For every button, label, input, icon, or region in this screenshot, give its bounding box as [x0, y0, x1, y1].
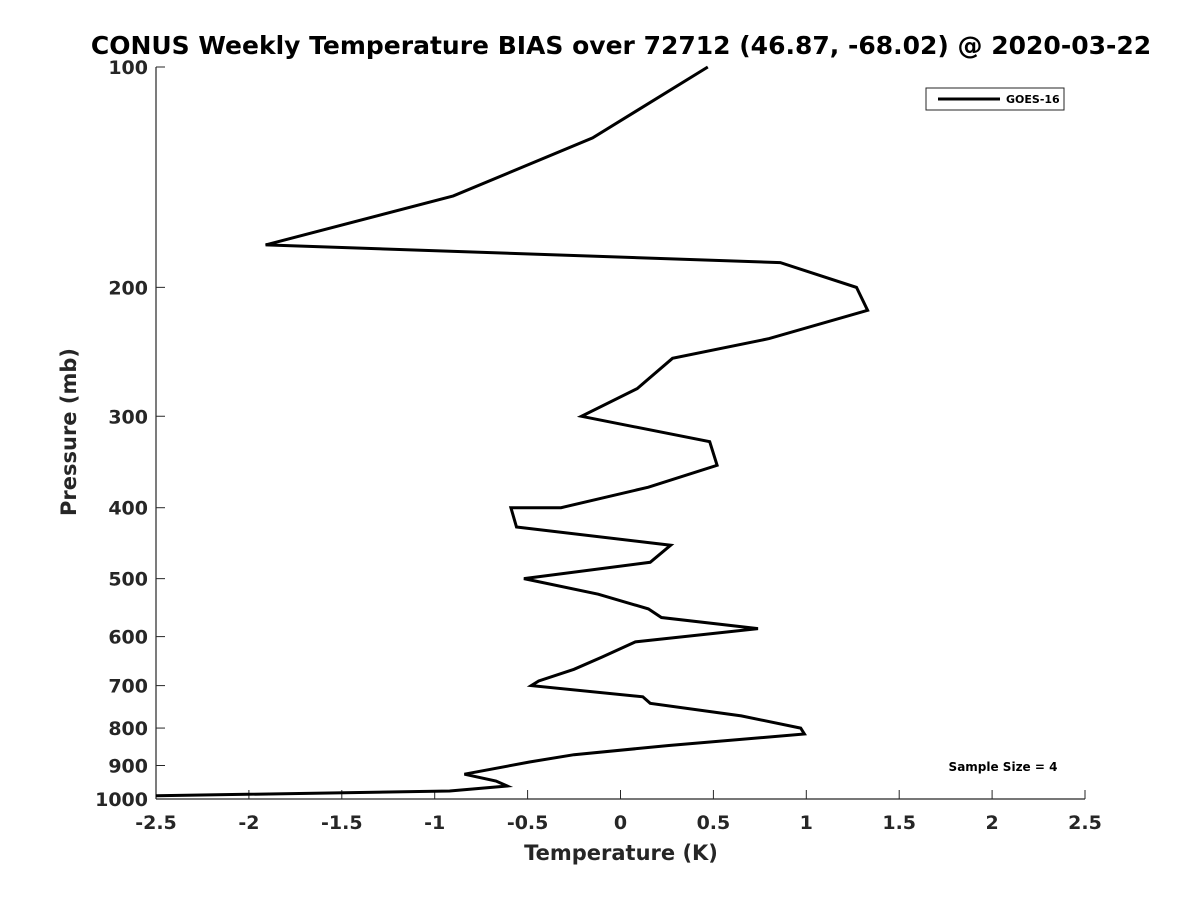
y-tick-label: 800 — [108, 718, 148, 740]
y-tick-label: 1000 — [95, 789, 148, 811]
y-tick-label: 700 — [108, 676, 148, 698]
sample-size-annotation: Sample Size = 4 — [949, 760, 1058, 774]
y-tick-label: 300 — [108, 406, 148, 428]
legend: GOES-16 — [925, 87, 1065, 111]
series-line-goes-16 — [155, 65, 870, 798]
x-tick-label: 1.5 — [882, 812, 916, 834]
y-tick-label: 200 — [108, 277, 148, 299]
x-tick-label: -2.5 — [135, 812, 177, 834]
x-tick-label: 0 — [614, 812, 627, 834]
y-tick-label: 400 — [108, 498, 148, 520]
y-axis-ticks: 100 200 300 400 500 600 700 800 900 1000 — [95, 57, 165, 811]
y-tick-label: 500 — [108, 569, 148, 591]
x-tick-label: -0.5 — [507, 812, 549, 834]
legend-label-goes-16: GOES-16 — [1006, 93, 1060, 106]
chart-title: CONUS Weekly Temperature BIAS over 72712… — [91, 31, 1151, 60]
x-tick-label: -1 — [424, 812, 445, 834]
x-axis-label: Temperature (K) — [524, 841, 718, 865]
y-tick-label: 600 — [108, 627, 148, 649]
x-tick-label: 0.5 — [697, 812, 731, 834]
y-axis-label: Pressure (mb) — [57, 348, 81, 516]
x-tick-label: 2.5 — [1068, 812, 1102, 834]
y-tick-label: 900 — [108, 756, 148, 778]
series — [155, 65, 870, 798]
x-tick-label: -2 — [238, 812, 259, 834]
x-tick-label: 1 — [800, 812, 813, 834]
y-tick-label: 100 — [108, 57, 148, 79]
x-axis-ticks: -2.5 -2 -1.5 -1 -0.5 0 0.5 1 1.5 2 2.5 — [135, 790, 1102, 834]
x-tick-label: 2 — [985, 812, 998, 834]
x-tick-label: -1.5 — [321, 812, 363, 834]
